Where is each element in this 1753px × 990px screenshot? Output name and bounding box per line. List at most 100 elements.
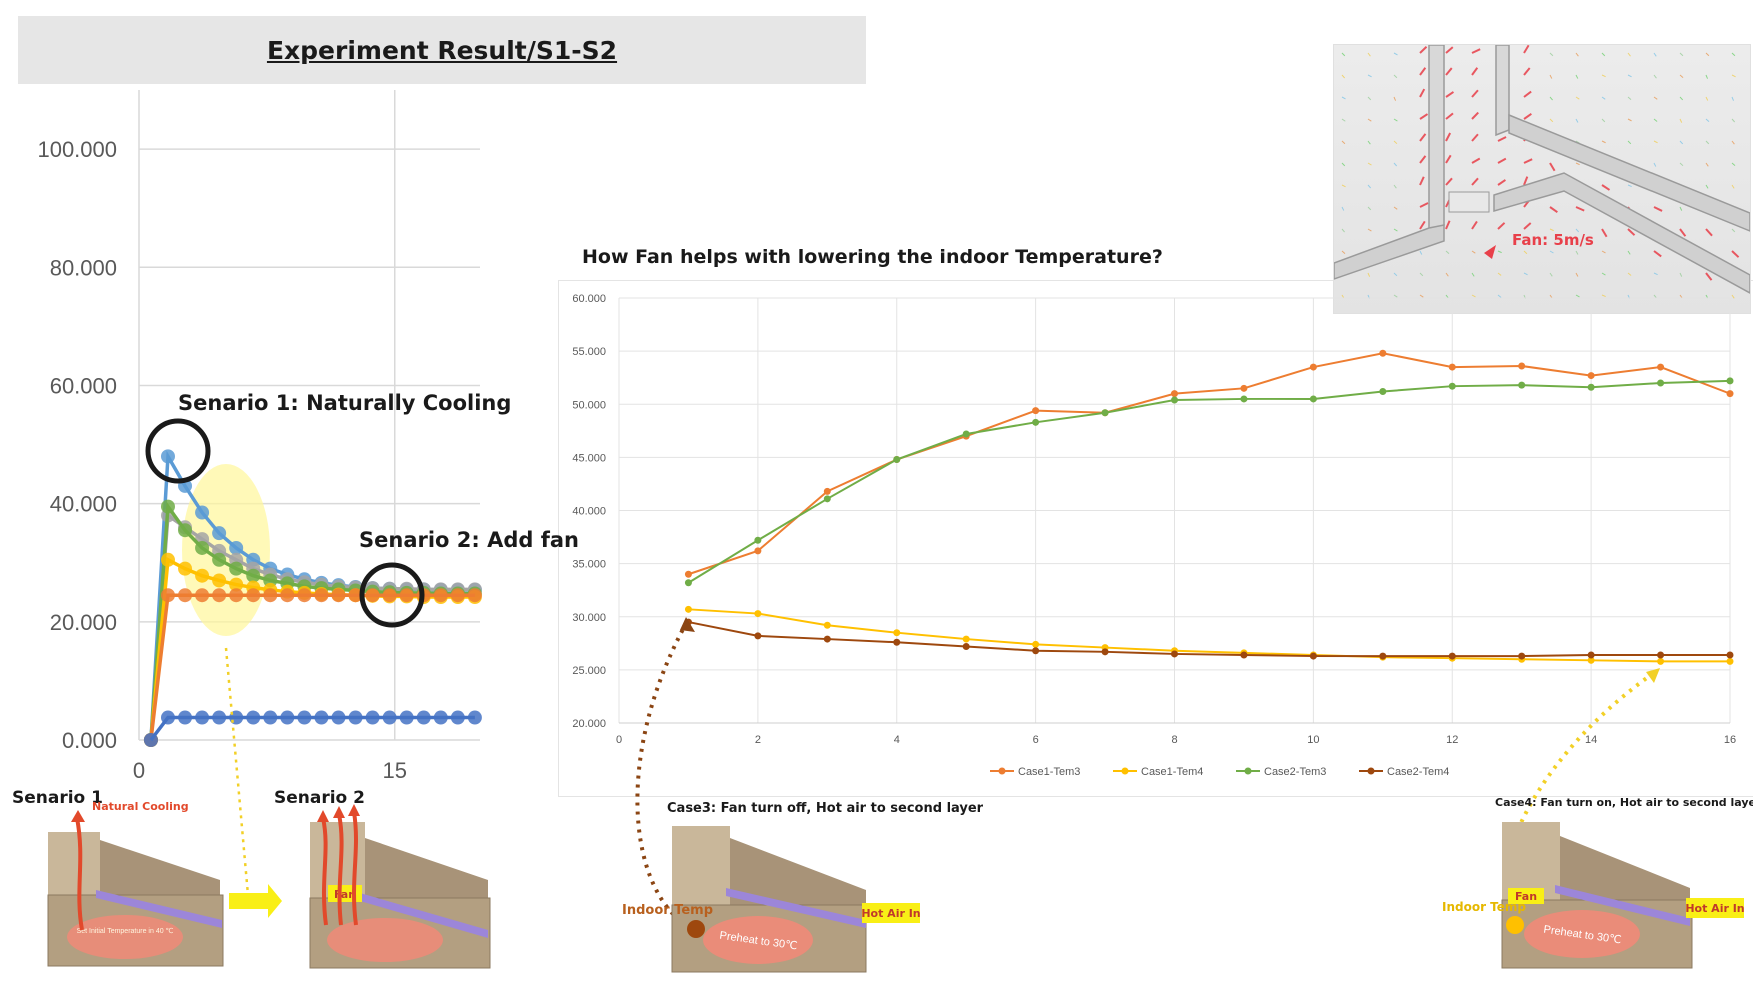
- velocity-arrow: [1679, 118, 1683, 123]
- velocity-arrow: [1549, 162, 1556, 172]
- velocity-arrow: [1445, 250, 1450, 255]
- right-series-point: [893, 629, 901, 637]
- diagram1-panel: [96, 890, 222, 928]
- left-series-point: [212, 526, 227, 541]
- diagram3-indoor-label: Indoor Temp: [622, 903, 713, 918]
- diagram-scenario1: Senario 1 Natural Cooling Set Initial Te…: [12, 788, 224, 967]
- velocity-arrow: [1653, 96, 1658, 100]
- velocity-arrow: [1471, 220, 1478, 230]
- left-series-point: [416, 710, 431, 725]
- velocity-arrow: [1731, 184, 1735, 189]
- velocity-arrow: [1497, 222, 1506, 230]
- left-series-point: [195, 505, 210, 520]
- velocity-arrow: [1393, 74, 1398, 79]
- velocity-arrow: [1523, 272, 1528, 276]
- right-series-point: [1379, 349, 1387, 357]
- diagram-case3: Case3: Fan turn off, Hot air to second l…: [622, 801, 984, 973]
- diagram4-panel: [1555, 885, 1690, 926]
- velocity-arrow: [1575, 250, 1579, 255]
- right-series-point: [962, 643, 970, 650]
- legend-entry: Case1-Tem3: [990, 766, 1080, 778]
- velocity-arrow: [1419, 202, 1429, 208]
- diagram1-title: Senario 1: [12, 788, 103, 808]
- right-series-point: [1309, 652, 1317, 660]
- right-series-point: [1101, 648, 1109, 656]
- legend-label: Case1-Tem3: [1018, 766, 1080, 778]
- left-series-point: [246, 568, 261, 583]
- velocity-arrow: [1679, 206, 1683, 211]
- velocity-arrow: [1653, 250, 1662, 258]
- left-series-point: [160, 449, 175, 464]
- velocity-arrow: [1627, 250, 1631, 255]
- right-y-tick-label: 35.000: [572, 559, 606, 571]
- right-series-point: [1448, 363, 1456, 371]
- velocity-arrow: [1471, 177, 1479, 186]
- velocity-arrow: [1575, 206, 1585, 212]
- right-series-point: [823, 495, 831, 503]
- velocity-arrow: [1523, 176, 1529, 186]
- velocity-arrow: [1653, 52, 1657, 57]
- legend-entry: Case2-Tem3: [1236, 766, 1326, 778]
- connector-case4-dotted: [1502, 670, 1657, 927]
- velocity-arrow: [1575, 228, 1580, 233]
- right-series-point: [1518, 381, 1526, 389]
- velocity-arrow: [1523, 222, 1532, 230]
- velocity-arrow: [1497, 272, 1502, 276]
- diagram1-heat-zone: [67, 915, 183, 959]
- left-series-point: [467, 710, 482, 725]
- velocity-arrow: [1393, 162, 1398, 167]
- right-series-point: [1657, 379, 1665, 387]
- left-series-4: [143, 588, 482, 747]
- velocity-arrow: [1445, 154, 1452, 164]
- connector-case3-head: [680, 617, 695, 632]
- velocity-arrow: [1497, 136, 1507, 142]
- left-series-point: [314, 710, 329, 725]
- velocity-arrow: [1471, 294, 1476, 298]
- right-series-point: [893, 456, 901, 463]
- velocity-arrow: [1393, 184, 1397, 189]
- left-series-point: [229, 588, 244, 603]
- velocity-arrow: [1341, 96, 1346, 100]
- fan-simulation-drawing: Fan: 5m/s: [1334, 45, 1750, 299]
- left-series-point: [229, 577, 244, 592]
- velocity-arrow: [1679, 228, 1687, 237]
- velocity-arrow: [1679, 162, 1684, 167]
- left-series-point: [195, 588, 210, 603]
- left-series-point: [314, 588, 329, 603]
- right-series-point: [1726, 377, 1734, 385]
- velocity-arrow: [1731, 74, 1736, 78]
- left-y-tick-label: 80.000: [50, 255, 117, 280]
- velocity-arrow: [1445, 132, 1452, 142]
- velocity-arrow: [1601, 250, 1606, 254]
- right-x-tick-label: 0: [616, 734, 622, 746]
- right-series-point: [823, 621, 831, 629]
- diagram4-fan-tag: [1508, 888, 1544, 904]
- velocity-arrow: [1393, 228, 1398, 232]
- right-series-point: [1032, 418, 1040, 426]
- left-y-tick-label: 40.000: [50, 492, 117, 517]
- velocity-arrow: [1471, 67, 1479, 76]
- right-y-tick-label: 50.000: [572, 399, 606, 411]
- velocity-arrow: [1393, 206, 1398, 210]
- velocity-arrow: [1549, 228, 1554, 232]
- velocity-arrow: [1575, 96, 1580, 100]
- floor-left: [1334, 224, 1445, 280]
- diagram3-heat-zone: [703, 916, 813, 964]
- right-series-2: [684, 377, 1734, 587]
- velocity-arrow: [1393, 294, 1398, 298]
- velocity-arrow: [1601, 96, 1606, 100]
- left-series-point: [263, 588, 278, 603]
- diagram2-arrow-head-1: [317, 810, 329, 822]
- velocity-arrow: [1471, 48, 1481, 54]
- velocity-arrow: [1471, 250, 1476, 254]
- velocity-arrow: [1601, 140, 1606, 144]
- velocity-arrow: [1705, 118, 1710, 123]
- scenario1-marker-circle: [145, 418, 211, 484]
- right-series-point: [1240, 651, 1248, 659]
- velocity-arrow: [1627, 272, 1632, 276]
- right-x-tick-label: 6: [1033, 734, 1039, 746]
- diagram2-arrow-head-2: [333, 806, 345, 818]
- right-series-point: [962, 430, 970, 438]
- right-series-point: [1032, 647, 1040, 655]
- velocity-arrow: [1497, 157, 1507, 164]
